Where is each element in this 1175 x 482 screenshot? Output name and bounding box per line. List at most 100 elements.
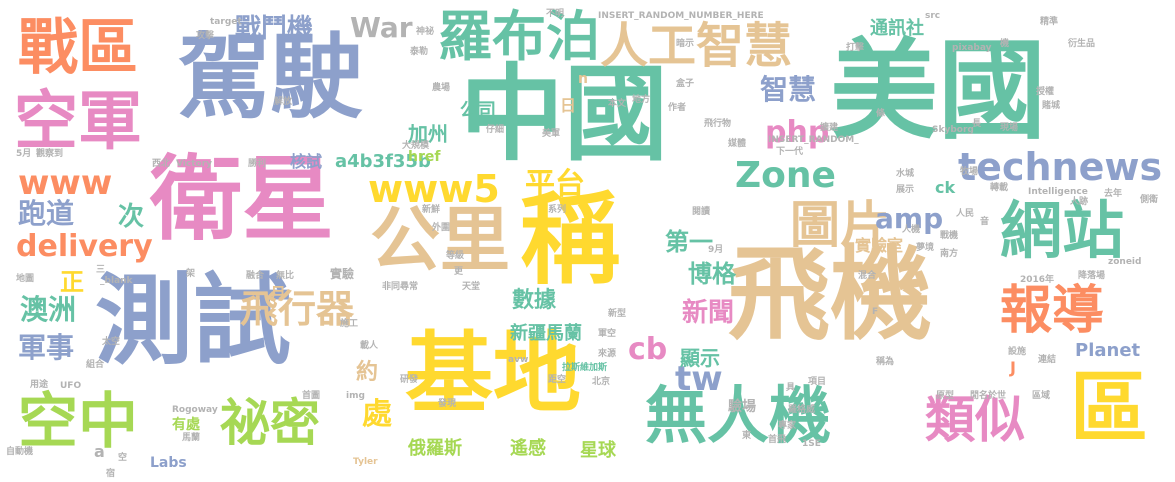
word-cloud-term: 不明 [546, 9, 565, 19]
word-cloud-term: 地圖 [16, 274, 35, 284]
word-cloud-term: 東 [742, 431, 752, 441]
word-cloud-term: technews [958, 145, 1163, 189]
word-cloud-term: avw [508, 355, 529, 365]
word-cloud-term: 神祕 [416, 27, 435, 37]
word-cloud-term: 平台 [525, 167, 585, 202]
word-cloud-term: 研發 [400, 375, 419, 385]
word-cloud-term: 發現 [438, 399, 457, 409]
word-cloud-term: 稱 [520, 181, 620, 298]
word-cloud-term: 日 [560, 96, 577, 115]
word-cloud-term: 非同尋常 [382, 282, 419, 292]
word-cloud-term: Labs [150, 455, 187, 471]
word-cloud-term: 距空 [548, 375, 567, 385]
word-cloud-term: _blank [100, 276, 133, 286]
word-cloud-term: 空 [118, 453, 128, 463]
word-cloud-term: 公司 [460, 100, 496, 121]
word-cloud-term: 加州 [408, 122, 448, 146]
word-cloud-term: 用途 [30, 380, 49, 390]
word-cloud-term: 首圖 [302, 391, 321, 401]
word-cloud-term: 人跡 [1070, 197, 1089, 207]
word-cloud-term: 地方 [632, 95, 651, 105]
word-cloud-term: 公里 [370, 199, 510, 281]
word-cloud-term: 自動機 [6, 447, 34, 457]
word-cloud-term: 下一代 [776, 147, 804, 157]
word-cloud-term: 水城 [896, 169, 915, 179]
word-cloud-term: 新型 [608, 309, 627, 319]
word-cloud-term: 來源 [598, 349, 617, 359]
word-cloud-term: 基地 [405, 322, 582, 425]
word-cloud-term: 羅布泊 [438, 5, 600, 68]
word-cloud-term: www5 [368, 167, 500, 211]
word-cloud-term: 側衛 [1140, 195, 1159, 205]
word-cloud-term: 祕密 [220, 394, 320, 452]
word-cloud-term: 盒子 [676, 79, 695, 89]
word-cloud-term: 勝利 [248, 159, 267, 169]
word-cloud-term: zoneid [1108, 257, 1142, 267]
word-cloud-term: 網站 [1000, 194, 1125, 267]
word-cloud-term: Skyborg [932, 125, 974, 135]
word-cloud-term: 南方 [940, 249, 959, 259]
word-cloud-term: 次 [118, 202, 145, 232]
word-cloud-term: 組合 [86, 360, 105, 370]
word-cloud-term: 三 [96, 265, 106, 275]
word-cloud-term: 5月 [16, 149, 32, 159]
word-cloud-term: 通訊社 [870, 18, 924, 39]
word-cloud-term: 閒名於世 [970, 391, 1007, 401]
word-cloud-term: a [94, 442, 105, 461]
word-cloud-term: 區 [1070, 364, 1149, 454]
word-cloud-term: 農場 [432, 83, 451, 93]
word-cloud-term: 報導 [1000, 281, 1105, 341]
word-cloud-term: 遙感 [510, 438, 546, 459]
word-cloud-term: 攻擊 [196, 31, 215, 41]
word-cloud-term: 處 [362, 397, 392, 432]
word-cloud-term: 戰鬥機 [235, 14, 314, 44]
word-cloud-term: 天堂 [462, 282, 481, 292]
word-cloud-term: 戰區 [18, 13, 138, 83]
word-cloud-term: 首飛 [768, 435, 787, 445]
word-cloud-term: Planet [1075, 340, 1141, 361]
word-cloud-term: 精準 [1040, 17, 1059, 27]
word-cloud-term: 作者 [668, 103, 687, 113]
word-cloud-term: INSERT_RANDOM_NUMBER_HERE [598, 11, 764, 21]
word-cloud-term: 擴建 [820, 123, 839, 133]
word-cloud-term: 博格 [688, 260, 736, 288]
word-cloud-term: 智慧 [760, 73, 817, 106]
word-cloud-term: 專家 [778, 421, 797, 431]
word-cloud-term: 設施 [1008, 347, 1027, 357]
word-cloud-term: 宿 [106, 469, 116, 479]
word-cloud-term: 顯示 [680, 346, 720, 370]
word-cloud-term: 1SE [802, 439, 821, 449]
word-cloud-term: 實驗 [330, 267, 355, 281]
word-cloud-term: 融合 [246, 271, 265, 281]
word-cloud-term: 牧場 [960, 167, 979, 177]
word-cloud-term: 泰勒 [410, 47, 429, 57]
word-cloud-term: 機 [1000, 39, 1010, 49]
word-cloud-term: 本文 [608, 99, 627, 109]
word-cloud-term: href [408, 149, 441, 165]
word-cloud-term: 觀察到 [36, 149, 64, 159]
word-cloud-term: n [578, 71, 588, 87]
word-cloud-term: 跑道 [18, 197, 75, 230]
word-cloud-term: 駕駛 [178, 24, 363, 131]
word-cloud-term: 北京 [592, 377, 611, 387]
word-cloud-term: 實驗室 [855, 236, 904, 255]
word-cloud-term: 現場 [1000, 123, 1019, 133]
word-cloud-term: 星球 [580, 440, 616, 461]
word-cloud-term: 項目 [808, 377, 827, 387]
word-cloud-term: 稱為 [876, 357, 895, 367]
word-cloud-term: 外圍 [432, 223, 451, 233]
word-cloud-term: 區域 [1032, 391, 1051, 401]
word-cloud-term: 載人 [360, 341, 379, 351]
word-cloud-term: 暗示 [676, 39, 695, 49]
word-cloud-term: target [210, 17, 242, 27]
word-cloud-term: 新疆馬蘭 [510, 323, 582, 344]
word-cloud-term: 衛星 [150, 146, 335, 253]
word-cloud-term: 無人機 [645, 379, 832, 452]
word-cloud-term: 人民 [956, 209, 975, 219]
word-cloud-term: img [346, 391, 365, 401]
word-cloud-term: 轉載 [990, 183, 1009, 193]
word-cloud-term: 類似 [925, 391, 1025, 449]
word-cloud-term: www [18, 163, 113, 203]
word-cloud-term: 數據 [512, 288, 557, 313]
